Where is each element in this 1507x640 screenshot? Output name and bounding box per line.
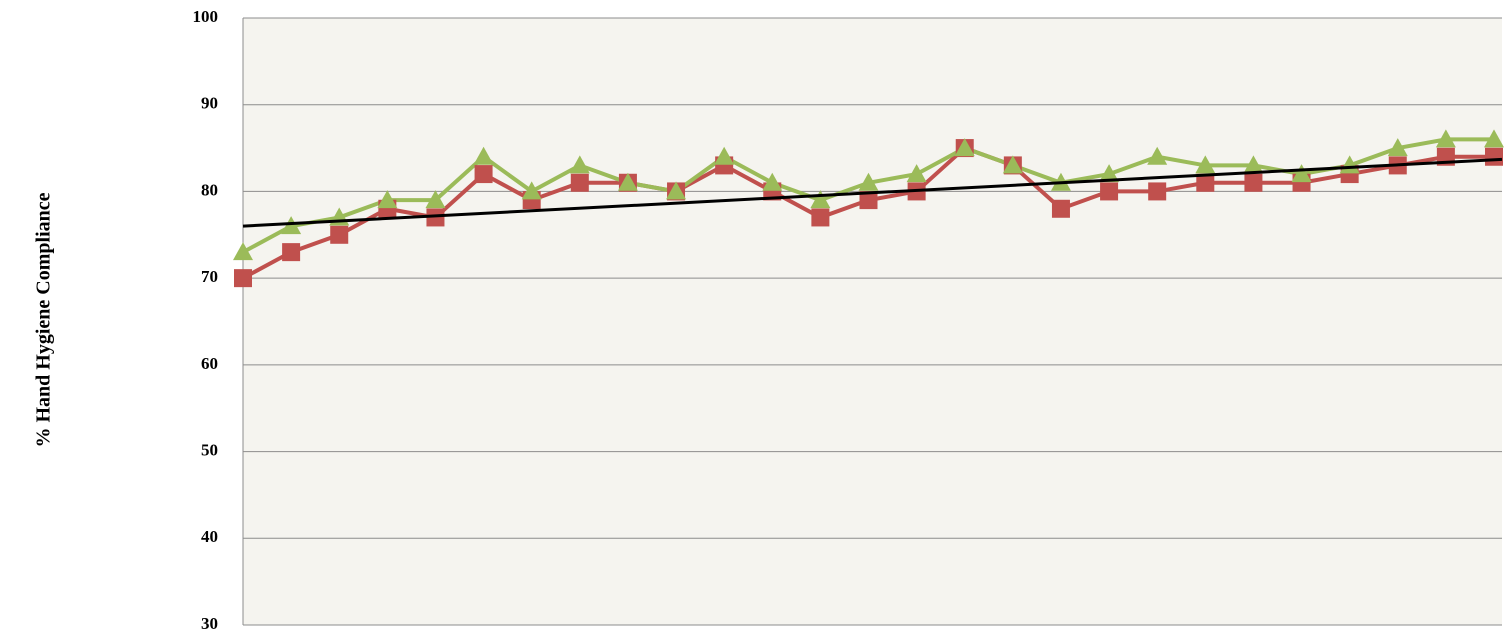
marker — [714, 146, 735, 165]
y-tick-label: 100 — [193, 7, 219, 26]
marker — [474, 165, 493, 184]
marker — [858, 172, 879, 191]
marker — [377, 190, 398, 209]
marker — [1099, 164, 1120, 183]
marker — [425, 190, 446, 209]
marker — [1243, 155, 1264, 174]
marker — [954, 138, 975, 157]
marker — [281, 216, 302, 235]
plot-area — [243, 18, 1502, 625]
marker — [1148, 182, 1167, 201]
marker — [233, 242, 253, 261]
y-axis-label: % Hand Hygiene Compliance — [33, 192, 55, 447]
marker — [1244, 173, 1263, 192]
marker — [282, 243, 301, 262]
y-tick-label: 30 — [201, 614, 218, 633]
marker — [762, 172, 783, 191]
marker — [1484, 129, 1504, 148]
marker — [1435, 129, 1456, 148]
y-tick-label: 90 — [201, 94, 218, 113]
marker — [617, 172, 638, 191]
marker — [1147, 146, 1168, 165]
marker — [1100, 182, 1119, 201]
marker — [426, 208, 445, 227]
marker — [1387, 138, 1408, 157]
marker — [859, 191, 878, 210]
marker — [570, 173, 589, 192]
marker — [569, 155, 590, 174]
marker — [521, 181, 542, 200]
marker — [1051, 199, 1070, 218]
marker — [1195, 155, 1216, 174]
y-tick-label: 40 — [201, 527, 218, 546]
marker — [811, 208, 830, 227]
marker — [810, 190, 831, 209]
y-tick-label: 80 — [201, 180, 218, 199]
marker — [906, 164, 927, 183]
marker — [1196, 173, 1215, 192]
marker — [473, 146, 494, 165]
marker — [330, 225, 349, 244]
marker — [1002, 155, 1023, 174]
y-tick-label: 50 — [201, 440, 218, 459]
marker — [666, 181, 687, 200]
trendline — [242, 157, 1503, 228]
marker — [1485, 147, 1503, 166]
marker — [1291, 164, 1312, 183]
marker — [234, 269, 252, 288]
y-tick-label: 70 — [201, 267, 218, 286]
y-tick-label: 60 — [201, 354, 218, 373]
